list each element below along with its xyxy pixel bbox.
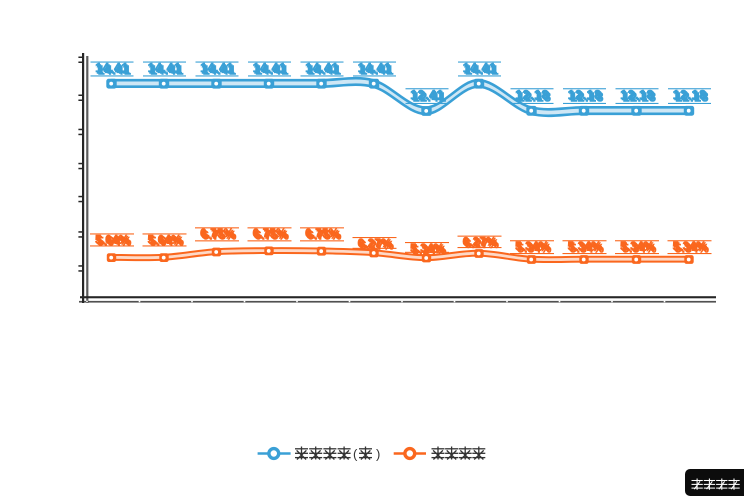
- svg-text:6.75%: 6.75%: [201, 229, 235, 241]
- svg-text:5.64%: 5.64%: [95, 234, 129, 246]
- svg-text:6.75%: 6.75%: [252, 228, 286, 240]
- svg-text:12.18: 12.18: [673, 88, 707, 102]
- svg-text:5.34%: 5.34%: [569, 242, 603, 254]
- svg-text:5.34%: 5.34%: [674, 242, 708, 254]
- svg-text:12.18: 12.18: [518, 90, 552, 104]
- svg-text:12.18: 12.18: [620, 88, 654, 102]
- svg-text:6.27%: 6.27%: [357, 238, 391, 250]
- svg-text:14.41: 14.41: [463, 61, 497, 75]
- svg-text:(: (: [353, 447, 358, 462]
- svg-text:5.34%: 5.34%: [411, 244, 445, 256]
- svg-text:6.75%: 6.75%: [254, 229, 288, 241]
- svg-text:5.34%: 5.34%: [516, 242, 550, 254]
- svg-text:6.27%: 6.27%: [462, 237, 496, 249]
- svg-text:6.75%: 6.75%: [255, 231, 289, 243]
- svg-text:14.41: 14.41: [308, 64, 342, 78]
- svg-text:5.34%: 5.34%: [672, 241, 706, 253]
- svg-text:14.41: 14.41: [150, 64, 184, 78]
- svg-text:5.64%: 5.64%: [96, 235, 130, 247]
- svg-text:12.18: 12.18: [515, 88, 549, 102]
- svg-text:5.34%: 5.34%: [567, 241, 601, 253]
- svg-text:5.34%: 5.34%: [621, 242, 655, 254]
- svg-text:12.18: 12.18: [623, 90, 657, 104]
- svg-text:12.18: 12.18: [674, 89, 708, 103]
- svg-text:5.34%: 5.34%: [570, 244, 604, 256]
- svg-text:6.75%: 6.75%: [306, 229, 340, 241]
- svg-text:14.41: 14.41: [254, 62, 288, 76]
- svg-text:14.41: 14.41: [464, 62, 498, 76]
- svg-text:14.41: 14.41: [148, 61, 182, 75]
- svg-text:14.41: 14.41: [149, 62, 183, 76]
- svg-text:6.27%: 6.27%: [359, 239, 393, 251]
- svg-text:14.41: 14.41: [200, 61, 234, 75]
- svg-text:6.27%: 6.27%: [360, 240, 394, 252]
- svg-text:12.18: 12.18: [570, 90, 604, 104]
- svg-text:12.18: 12.18: [568, 88, 602, 102]
- svg-text:14.41: 14.41: [358, 61, 392, 75]
- svg-text:14.41: 14.41: [95, 61, 129, 75]
- svg-text:6.75%: 6.75%: [305, 228, 339, 240]
- svg-text:5.34%: 5.34%: [620, 241, 654, 253]
- svg-text:14.41: 14.41: [359, 62, 393, 76]
- svg-text:12.41: 12.41: [413, 90, 447, 104]
- svg-text:6.75%: 6.75%: [200, 228, 234, 240]
- svg-text:5.64%: 5.64%: [147, 234, 181, 246]
- svg-text:12.41: 12.41: [410, 88, 444, 102]
- svg-text:): ): [376, 447, 380, 462]
- svg-text:14.41: 14.41: [360, 64, 394, 78]
- svg-text:5.34%: 5.34%: [675, 244, 709, 256]
- svg-text:12.18: 12.18: [675, 90, 709, 104]
- svg-text:5.64%: 5.64%: [149, 235, 183, 247]
- svg-text:14.41: 14.41: [306, 62, 340, 76]
- svg-text:5.34%: 5.34%: [518, 244, 552, 256]
- svg-text:14.41: 14.41: [255, 64, 289, 78]
- svg-text:14.41: 14.41: [305, 61, 339, 75]
- svg-text:14.41: 14.41: [96, 62, 130, 76]
- svg-text:12.41: 12.41: [411, 89, 445, 103]
- svg-text:6.27%: 6.27%: [464, 238, 498, 250]
- svg-text:14.41: 14.41: [201, 62, 235, 76]
- svg-text:6.75%: 6.75%: [308, 231, 342, 243]
- svg-text:12.18: 12.18: [516, 89, 550, 103]
- svg-text:5.34%: 5.34%: [515, 241, 549, 253]
- svg-text:14.41: 14.41: [465, 64, 499, 78]
- svg-text:14.41: 14.41: [98, 64, 132, 78]
- svg-text:6.75%: 6.75%: [203, 231, 237, 243]
- svg-text:12.18: 12.18: [621, 89, 655, 103]
- svg-text:5.34%: 5.34%: [413, 245, 447, 257]
- svg-text:14.41: 14.41: [203, 64, 237, 78]
- svg-text:12.18: 12.18: [569, 89, 603, 103]
- svg-text:14.41: 14.41: [253, 61, 287, 75]
- svg-text:5.34%: 5.34%: [623, 244, 657, 256]
